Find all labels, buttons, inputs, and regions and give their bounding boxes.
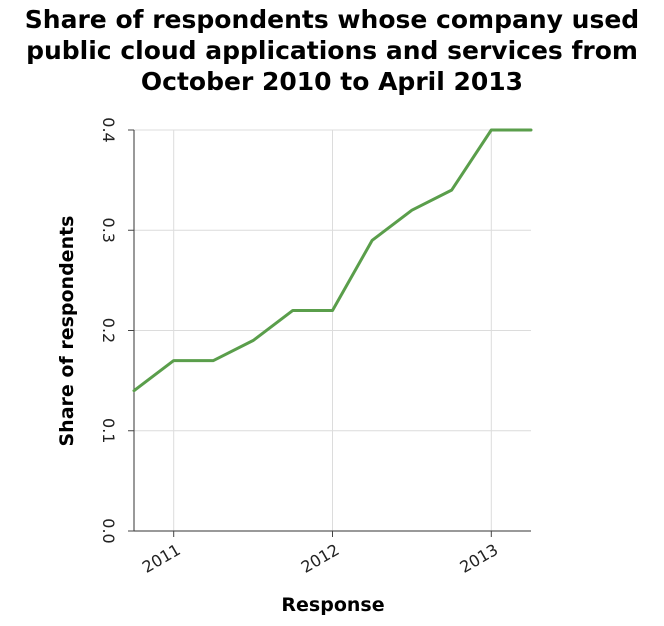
y-tick-label: 0.3 (99, 218, 118, 243)
chart-title-line-1: Share of respondents whose company used (24, 5, 640, 34)
grid-lines (134, 129, 531, 532)
y-tick-label: 0.4 (99, 117, 118, 142)
x-tick-label: 2012 (298, 540, 343, 577)
x-axis-title: Response (281, 594, 384, 616)
y-axis-ticks: 0.0 0.1 0.2 0.3 0.4 (99, 117, 134, 544)
x-axis-ticks: 2011 2012 2013 (139, 531, 501, 577)
series-line (132, 128, 533, 393)
y-tick-label: 0.1 (99, 418, 118, 443)
x-tick-label: 2011 (139, 540, 184, 577)
chart-title: Share of respondents whose company used … (0, 4, 664, 97)
y-axis-title: Share of respondents (56, 216, 78, 447)
y-tick-label: 0.0 (99, 518, 118, 543)
x-tick-label: 2013 (457, 540, 502, 577)
chart-title-line-2: public cloud applications and services f… (26, 36, 638, 65)
y-tick-label: 0.2 (99, 318, 118, 343)
chart-title-line-3: October 2010 to April 2013 (140, 67, 524, 96)
series-group (132, 128, 533, 393)
